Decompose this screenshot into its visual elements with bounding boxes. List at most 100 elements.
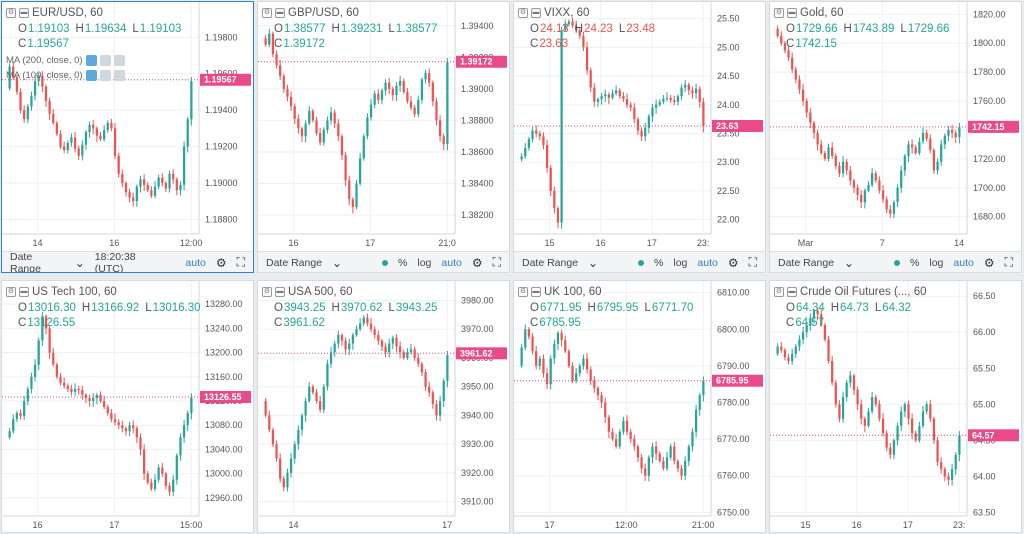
date-range-dropdown[interactable]: Date Range — [778, 256, 835, 269]
candle-body — [391, 337, 394, 344]
chart-pane[interactable]: 3980.003970.003960.003950.003940.003930.… — [257, 280, 510, 533]
ohlc-readout: O1.38577 H1.39231 L1.38577 — [274, 23, 443, 35]
settings-icon[interactable]: ⚙ — [774, 287, 784, 297]
ohlc-key: C — [18, 317, 27, 329]
chart-pane[interactable]: 13280.0013240.0013200.0013160.0013120.00… — [1, 280, 254, 533]
log-toggle[interactable]: log — [417, 256, 432, 269]
chart-canvas[interactable]: 1820.001800.001780.001760.001740.001720.… — [770, 2, 1022, 252]
candle-body — [319, 133, 322, 143]
candle-body — [420, 79, 424, 100]
settings-icon[interactable]: ⚙ — [6, 287, 16, 297]
chart-canvas[interactable]: 1.394001.392001.390001.388001.386001.384… — [258, 2, 510, 252]
chart-canvas[interactable]: 3980.003970.003960.003950.003940.003930.… — [258, 281, 510, 533]
auto-toggle[interactable]: auto — [953, 256, 974, 269]
settings-icon[interactable]: ⚙ — [262, 8, 272, 18]
settings-icon[interactable]: ⚙ — [518, 8, 528, 18]
candle-body — [791, 353, 794, 362]
candle-body — [402, 80, 405, 93]
fullscreen-icon[interactable]: ⛶ — [236, 255, 245, 269]
candle-body — [889, 209, 892, 214]
eye-icon[interactable] — [85, 55, 97, 66]
chart-pane[interactable]: 1.394001.392001.390001.388001.386001.384… — [257, 1, 510, 273]
date-range-dropdown[interactable]: Date Range — [10, 250, 41, 273]
chevron-down-icon[interactable]: ⌄ — [844, 255, 855, 270]
chart-canvas[interactable]: 25.50 25.00 24.50 24.00 23.50 23.00 22.50 22.00… — [514, 2, 766, 252]
eye-icon[interactable] — [85, 70, 97, 81]
y-tick-label: 1.18800 — [205, 214, 238, 224]
percent-toggle[interactable]: % — [654, 256, 664, 269]
settings-icon[interactable]: ⚙ — [518, 287, 528, 297]
chart-pane[interactable]: 1820.001800.001780.001760.001740.001720.… — [769, 1, 1022, 273]
gear-icon[interactable]: ⚙ — [471, 255, 483, 270]
last-price-tag — [712, 120, 763, 133]
gear-icon[interactable]: ⚙ — [727, 255, 739, 270]
candle-body — [809, 317, 812, 326]
candle-body — [809, 112, 812, 123]
chevron-down-icon[interactable]: ⌄ — [588, 255, 599, 270]
gear-icon[interactable] — [99, 70, 111, 81]
collapse-icon[interactable]: ▬ — [19, 287, 29, 297]
ohlc-value: 1729.66 — [907, 23, 950, 35]
ohlc-key: O — [18, 23, 27, 35]
chart-header: ⚙ ▬ US Tech 100, 60 — [6, 286, 117, 298]
auto-toggle[interactable]: auto — [697, 256, 718, 269]
collapse-icon[interactable]: ▬ — [531, 287, 541, 297]
log-toggle[interactable]: log — [929, 256, 944, 269]
candle-body — [531, 336, 534, 352]
gear-icon[interactable]: ⚙ — [215, 255, 227, 270]
fullscreen-icon[interactable]: ⛶ — [492, 255, 501, 269]
chart-canvas[interactable]: 1.19800 1.19600 1.19400 1.19200 1.19000 1.188… — [2, 2, 254, 252]
fullscreen-icon[interactable]: ⛶ — [748, 255, 757, 269]
settings-icon[interactable]: ⚙ — [262, 287, 272, 297]
ohlc-key: C — [274, 38, 283, 50]
candle-body — [867, 184, 870, 191]
y-tick-label: 1.19800 — [205, 32, 238, 42]
collapse-icon[interactable]: ▬ — [275, 287, 285, 297]
ohlc-readout-close: C3961.62 — [274, 317, 331, 329]
auto-toggle[interactable]: auto — [441, 256, 462, 269]
chart-pane[interactable]: 25.50 25.00 24.50 24.00 23.50 23.00 22.50 22.00… — [513, 1, 766, 273]
candle-body — [812, 310, 816, 318]
candle-body — [264, 38, 267, 45]
settings-icon[interactable]: ⚙ — [6, 8, 16, 18]
chart-pane[interactable]: 1.19800 1.19600 1.19400 1.19200 1.19000 1.188… — [1, 1, 254, 273]
close-icon[interactable] — [113, 55, 125, 66]
collapse-icon[interactable]: ▬ — [531, 8, 541, 18]
percent-toggle[interactable]: % — [398, 256, 408, 269]
log-toggle[interactable]: log — [673, 256, 688, 269]
collapse-icon[interactable]: ▬ — [787, 8, 797, 18]
collapse-icon[interactable]: ▬ — [19, 8, 29, 18]
candle-body — [549, 358, 552, 385]
candle-body — [326, 120, 329, 130]
chart-canvas[interactable]: 66.5066.0065.5065.0064.5064.0063.5015161… — [770, 281, 1022, 533]
gear-icon[interactable] — [99, 55, 111, 66]
candle-body — [81, 144, 84, 156]
collapse-icon[interactable]: ▬ — [787, 287, 797, 297]
candle-body — [604, 94, 607, 97]
candle-body — [903, 404, 906, 412]
date-range-dropdown[interactable]: Date Range — [266, 256, 323, 269]
percent-toggle[interactable]: % — [910, 256, 920, 269]
chart-canvas[interactable]: 6810.00 6800.00 6790.00 6780.00 6770.00 6760.… — [514, 281, 766, 533]
chevron-down-icon[interactable]: ⌄ — [332, 255, 343, 270]
chart-canvas[interactable]: 13280.0013240.0013200.0013160.0013120.00… — [2, 281, 254, 533]
y-tick-label: 6810.00 — [717, 288, 750, 298]
close-icon[interactable] — [113, 70, 125, 81]
candle-body — [925, 404, 928, 412]
ohlc-value: 64.57 — [795, 317, 825, 329]
ohlc-readout-close: C6785.95 — [530, 317, 587, 329]
date-range-dropdown[interactable]: Date Range — [522, 256, 579, 269]
ohlc-value: 3943.25 — [283, 302, 326, 314]
chevron-down-icon[interactable]: ⌄ — [74, 255, 85, 270]
collapse-icon[interactable]: ▬ — [275, 8, 285, 18]
auto-toggle[interactable]: auto — [185, 256, 206, 269]
chart-pane[interactable]: 66.5066.0065.5065.0064.5064.0063.5015161… — [769, 280, 1022, 533]
ohlc-value: 1729.66 — [795, 23, 838, 35]
fullscreen-icon[interactable]: ⛶ — [1004, 255, 1013, 269]
chart-pane[interactable]: 6810.00 6800.00 6790.00 6780.00 6770.00 6760.… — [513, 280, 766, 533]
candle-body — [921, 411, 925, 426]
y-tick-label: 23.00 — [717, 157, 740, 167]
candle-body — [373, 329, 376, 335]
settings-icon[interactable]: ⚙ — [774, 8, 784, 18]
gear-icon[interactable]: ⚙ — [983, 255, 995, 270]
